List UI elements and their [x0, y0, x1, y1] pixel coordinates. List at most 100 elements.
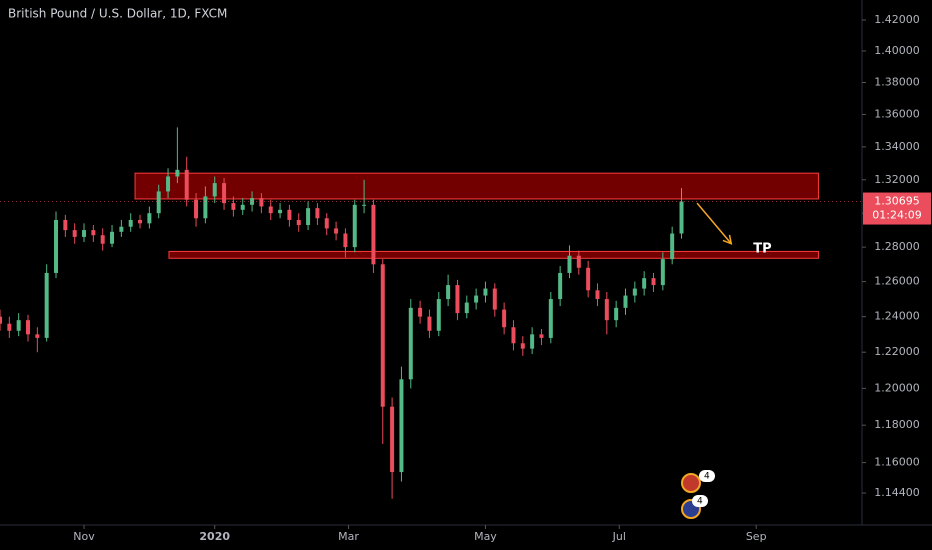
candle-body [175, 169, 180, 177]
candle-body [268, 206, 273, 214]
candle-body [380, 264, 385, 407]
candle-body [418, 307, 423, 317]
candle-body [511, 327, 516, 344]
zone [168, 250, 819, 259]
y-tick-label: 1.18000 [874, 418, 920, 431]
candle-body [660, 259, 665, 286]
candle-body [408, 307, 413, 380]
y-tick-label: 1.40000 [874, 44, 920, 57]
candle-body [100, 235, 105, 244]
y-tick-label: 1.36000 [874, 107, 920, 120]
arrow-line [696, 202, 732, 245]
candle-body [595, 290, 600, 300]
zone [134, 172, 819, 200]
candle-body [455, 285, 460, 314]
candle-body [194, 199, 199, 219]
candle-body [54, 219, 59, 273]
x-tick-label: Sep [746, 530, 767, 543]
candle-body [296, 219, 301, 226]
candle-body [642, 278, 647, 289]
candle-body [548, 299, 553, 338]
candle-body [324, 218, 329, 229]
last-price-label: 1.30695 [874, 195, 920, 208]
candle-body [147, 213, 152, 224]
candle-body [259, 198, 264, 207]
candle-body [110, 231, 115, 244]
candle-body [156, 191, 161, 214]
candle-body [138, 219, 143, 224]
flag-badge [699, 470, 715, 482]
candle-body [35, 334, 40, 338]
flag-count: 4 [697, 497, 703, 507]
candle-body [390, 406, 395, 473]
candle-body [520, 343, 525, 349]
annotation: TP [753, 241, 771, 256]
candle-body [632, 288, 637, 296]
candle-body [63, 219, 68, 231]
candle-body [240, 204, 245, 210]
candle-body [670, 233, 675, 260]
y-tick-label: 1.32000 [874, 173, 920, 186]
candle-body [334, 228, 339, 234]
candle-body [287, 209, 292, 220]
candle-body [203, 196, 208, 219]
countdown-label: 01:24:09 [872, 209, 921, 222]
x-tick-label: 2020 [199, 530, 230, 543]
x-tick-label: Mar [338, 530, 359, 543]
candle-body [222, 183, 227, 204]
candle-body [399, 379, 404, 473]
y-tick-label: 1.22000 [874, 345, 920, 358]
candle-body [16, 320, 21, 331]
candle-body [231, 203, 236, 210]
x-tick-label: Jul [612, 530, 626, 543]
candle-body [306, 208, 311, 226]
candle-body [539, 334, 544, 338]
candle-body [7, 323, 12, 331]
candle-body [371, 204, 376, 265]
plot-area [0, 127, 819, 499]
arrow-head [722, 234, 733, 245]
candle-body [72, 230, 77, 237]
candle-body [427, 316, 432, 331]
candle-body [436, 299, 441, 331]
candle-body [623, 295, 628, 308]
candle-body [91, 230, 96, 236]
candle-body [119, 226, 124, 232]
candle-body [362, 204, 367, 206]
candle-body [464, 302, 469, 314]
candle-body [26, 320, 31, 335]
candle-body [212, 183, 217, 197]
candle-body [44, 272, 49, 338]
flag-icon[interactable] [681, 473, 701, 493]
candle-body [679, 201, 684, 234]
x-tick-label: May [474, 530, 497, 543]
event-flags[interactable]: 4 4 [681, 470, 715, 519]
y-tick-label: 1.34000 [874, 140, 920, 153]
candle-body [474, 295, 479, 303]
y-tick-label: 1.38000 [874, 75, 920, 88]
y-tick-label: 1.14400 [874, 486, 920, 499]
candle-body [492, 288, 497, 310]
candle-body [278, 209, 283, 214]
candle-body [614, 307, 619, 321]
candle-body [343, 233, 348, 248]
candle-body [604, 299, 609, 321]
candle-body [502, 309, 507, 328]
candle-body [567, 255, 572, 273]
candle-body [82, 230, 87, 237]
y-tick-label: 1.16000 [874, 456, 920, 469]
flag-badge [692, 495, 708, 507]
x-tick-label: Nov [73, 530, 95, 543]
candle-body [558, 272, 563, 300]
candle-body [315, 208, 320, 219]
candle-body [483, 288, 488, 296]
candle-body [446, 285, 451, 300]
y-tick-label: 1.42000 [874, 13, 920, 26]
candle-body [166, 176, 171, 192]
last-price-box [863, 192, 931, 225]
candle-body [128, 219, 133, 227]
candle-body [352, 204, 357, 248]
y-tick-label: 1.20000 [874, 381, 920, 394]
